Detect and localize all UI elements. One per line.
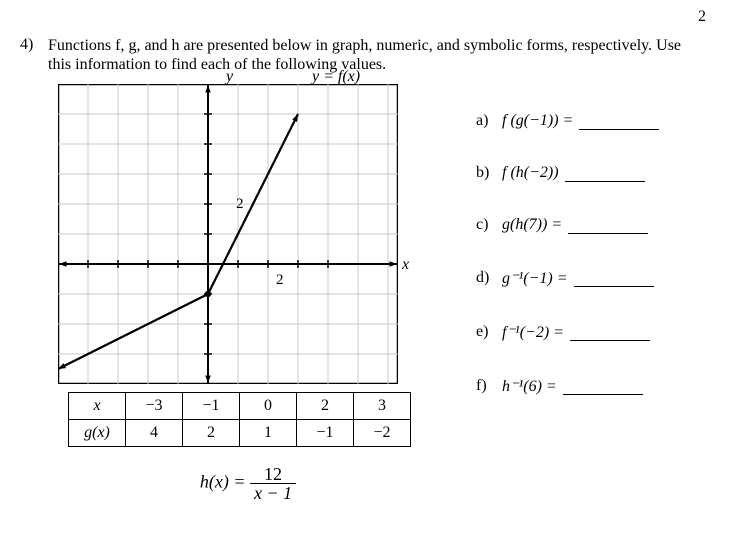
h-formula: h(x) = 12 x − 1: [58, 465, 438, 502]
page-number: 2: [698, 8, 706, 26]
h-den: x − 1: [250, 484, 296, 502]
answer-a: a) f (g(−1)) =: [476, 112, 734, 130]
question-number: 4): [20, 36, 48, 74]
x-axis-label: x: [402, 256, 409, 274]
answer-d-blank[interactable]: [574, 270, 654, 287]
answer-e: e) f⁻¹(−2) =: [476, 322, 734, 342]
answer-e-label: e): [476, 323, 502, 341]
table-g: x −3 −1 0 2 3 g(x) 4 2 1 −1 −2: [68, 392, 411, 447]
question-line1: Functions f, g, and h are presented belo…: [48, 37, 681, 54]
x-tick-2: 2: [276, 272, 284, 289]
question-text: Functions f, g, and h are presented belo…: [48, 36, 714, 74]
answer-e-blank[interactable]: [570, 324, 650, 341]
table-val-0: 4: [126, 420, 183, 447]
y-axis-label: y: [226, 68, 233, 86]
answer-f-blank[interactable]: [563, 378, 643, 395]
answer-f-label: f): [476, 377, 502, 395]
answer-a-blank[interactable]: [579, 113, 659, 130]
h-fraction: 12 x − 1: [250, 465, 296, 502]
answer-d: d) g⁻¹(−1) =: [476, 268, 734, 288]
answers-column: a) f (g(−1)) = b) f (h(−2)) c) g(h(7)) =…: [476, 112, 734, 430]
answer-b-expr: f (h(−2)): [502, 164, 559, 182]
table-val-1: 2: [183, 420, 240, 447]
answer-c-label: c): [476, 216, 502, 234]
table-row-label: g(x): [69, 420, 126, 447]
table-col-1: −1: [183, 393, 240, 420]
table-col-4: 3: [354, 393, 411, 420]
question-row: 4) Functions f, g, and h are presented b…: [20, 36, 714, 74]
table-header-x: x: [69, 393, 126, 420]
answer-b-blank[interactable]: [565, 165, 645, 182]
table-col-2: 0: [240, 393, 297, 420]
answer-b: b) f (h(−2)): [476, 164, 734, 182]
graph-svg: [58, 84, 398, 384]
answer-c: c) g(h(7)) =: [476, 216, 734, 234]
answer-c-expr: g(h(7)) =: [502, 216, 562, 234]
h-lhs: h(x) =: [200, 472, 246, 492]
answer-d-expr: g⁻¹(−1) =: [502, 268, 568, 288]
table-val-4: −2: [354, 420, 411, 447]
table-val-3: −1: [297, 420, 354, 447]
curve-label: y = f(x): [312, 68, 360, 86]
h-num: 12: [250, 465, 296, 484]
table-col-0: −3: [126, 393, 183, 420]
answer-a-label: a): [476, 112, 502, 130]
answer-c-blank[interactable]: [568, 217, 648, 234]
graph-f: y y = f(x) x 2 2: [58, 84, 398, 384]
table-val-2: 1: [240, 420, 297, 447]
answer-d-label: d): [476, 269, 502, 287]
answer-a-expr: f (g(−1)) =: [502, 112, 573, 130]
answer-f: f) h⁻¹(6) =: [476, 376, 734, 396]
answer-f-expr: h⁻¹(6) =: [502, 376, 557, 396]
answer-b-label: b): [476, 164, 502, 182]
y-tick-2: 2: [236, 196, 244, 213]
table-col-3: 2: [297, 393, 354, 420]
answer-e-expr: f⁻¹(−2) =: [502, 322, 564, 342]
